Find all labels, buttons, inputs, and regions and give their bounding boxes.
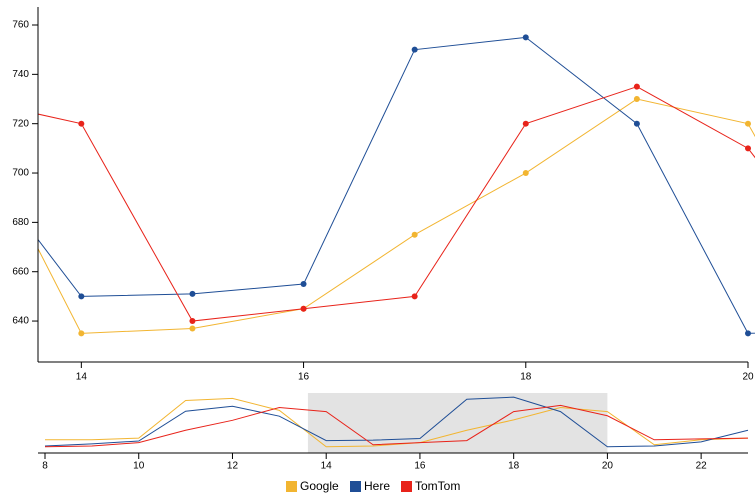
point: [189, 318, 196, 325]
point: [78, 330, 85, 337]
y-tick-label: 740: [12, 69, 29, 80]
y-tick-label: 660: [12, 266, 29, 277]
point: [633, 83, 640, 90]
legend-swatch[interactable]: [350, 481, 361, 492]
y-tick-label: 720: [12, 118, 29, 129]
point: [745, 145, 751, 152]
x-tick-label: 18: [520, 372, 532, 383]
y-tick-label: 760: [12, 20, 29, 31]
y-tick-label: 700: [12, 168, 29, 179]
context-x-tick-label: 16: [414, 461, 426, 472]
context-x-tick-label: 18: [508, 461, 520, 472]
point: [189, 325, 196, 332]
context-line: [44, 404, 749, 448]
point: [411, 293, 418, 300]
legend-swatch[interactable]: [401, 481, 412, 492]
x-tick-label: 20: [742, 372, 754, 383]
legend-label: TomTom: [415, 479, 460, 493]
context-line: [44, 396, 749, 448]
series-line: [38, 98, 755, 334]
point: [411, 46, 418, 53]
brush[interactable]: [307, 393, 608, 453]
legend-swatch[interactable]: [286, 481, 297, 492]
point: [522, 120, 529, 127]
point: [300, 281, 307, 288]
point: [745, 330, 751, 337]
y-tick-label: 640: [12, 316, 29, 327]
context-x-tick-label: 20: [602, 461, 614, 472]
context-x-tick-label: 12: [227, 461, 239, 472]
point: [522, 170, 529, 177]
x-tick-label: 16: [298, 372, 310, 383]
point: [633, 96, 640, 103]
x-tick-label: 14: [76, 372, 88, 383]
legend-label: Here: [364, 479, 390, 493]
point: [411, 231, 418, 238]
point: [522, 34, 529, 41]
context-x-tick-label: 8: [42, 461, 48, 472]
point: [745, 120, 751, 127]
legend-label: Google: [300, 479, 339, 493]
point: [300, 305, 307, 312]
point: [78, 120, 85, 127]
series-line: [38, 86, 755, 322]
y-tick-label: 680: [12, 217, 29, 228]
point: [78, 293, 85, 300]
point: [189, 290, 196, 297]
context-x-tick-label: 10: [133, 461, 145, 472]
point: [633, 120, 640, 127]
context-x-tick-label: 22: [696, 461, 708, 472]
context-x-tick-label: 14: [321, 461, 333, 472]
series-line: [38, 36, 755, 334]
